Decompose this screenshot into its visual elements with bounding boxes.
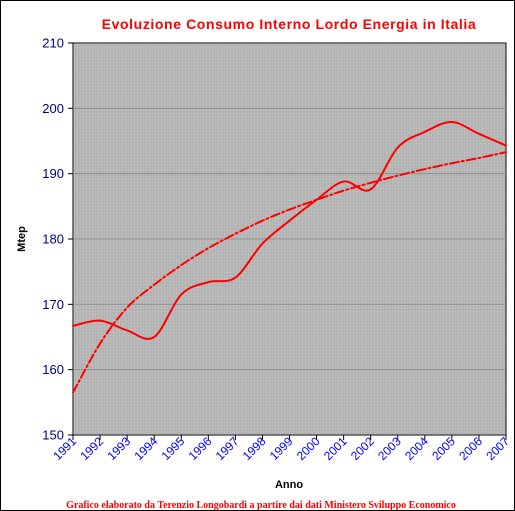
x-tick-label: 2007 xyxy=(483,434,512,463)
y-tick-label: 150 xyxy=(42,428,64,443)
trend-line-dashed xyxy=(72,151,507,394)
source-note: Grafico elaborato da Terenzio Longobardi… xyxy=(66,500,456,511)
x-tick-label: 2004 xyxy=(402,434,431,463)
y-tick-label: 200 xyxy=(42,101,64,116)
x-tick-label: 2006 xyxy=(456,434,485,463)
consumption-line xyxy=(72,121,507,340)
y-axis-label: Mtep xyxy=(16,226,28,252)
x-tick-label: 1999 xyxy=(267,434,296,463)
x-tick-label: 2003 xyxy=(375,434,404,463)
x-tick-label: 2005 xyxy=(429,434,458,463)
x-tick-label: 2000 xyxy=(294,434,323,463)
y-tick-label: 160 xyxy=(42,362,64,377)
y-tick-label: 190 xyxy=(42,166,64,181)
chart-title: Evoluzione Consumo Interno Lordo Energia… xyxy=(102,16,477,32)
x-tick-label: 1994 xyxy=(132,434,161,463)
x-tick-label: 1995 xyxy=(159,434,188,463)
y-tick-label: 180 xyxy=(42,232,64,247)
grid-lines xyxy=(73,43,506,435)
x-tick-label: 1993 xyxy=(104,434,133,463)
y-tick-label: 170 xyxy=(42,297,64,312)
x-tick-label: 2001 xyxy=(321,434,350,463)
x-tick-label: 1992 xyxy=(77,434,106,463)
x-tick-label: 1996 xyxy=(186,434,215,463)
y-axis: 150 160 170 180 190 200 210 xyxy=(42,36,73,443)
x-tick-label: 2002 xyxy=(348,434,377,463)
x-tick-label: 1997 xyxy=(213,434,242,463)
x-axis-label: Anno xyxy=(275,479,303,491)
y-tick-label: 210 xyxy=(42,36,64,51)
series-lines xyxy=(72,121,507,394)
x-tick-label: 1998 xyxy=(240,434,269,463)
x-axis: 1991199219931994199519961997199819992000… xyxy=(50,434,512,463)
